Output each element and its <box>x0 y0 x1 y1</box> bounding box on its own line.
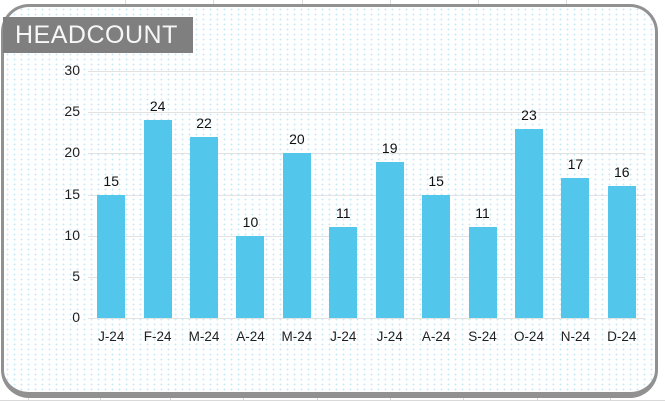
x-axis-tick-label: A-24 <box>421 329 451 344</box>
bar-value-label: 22 <box>196 114 212 131</box>
sheet-column-divider <box>390 0 391 4</box>
bar-value-label: 10 <box>242 213 259 230</box>
sheet-column-divider <box>170 398 171 401</box>
y-gridline <box>88 71 645 72</box>
sheet-column-divider <box>317 398 318 401</box>
y-axis-tick-label: 25 <box>64 103 80 120</box>
bar-value-label: 17 <box>567 156 584 173</box>
sheet-column-divider <box>537 398 538 401</box>
y-axis-tick-label: 5 <box>72 267 80 284</box>
bar-m-24[interactable] <box>190 136 219 318</box>
x-axis-tick-label: F-24 <box>143 329 172 344</box>
bar-f-24[interactable] <box>143 120 172 318</box>
y-axis-tick-label: 0 <box>72 309 80 325</box>
sheet-column-divider <box>243 398 244 401</box>
sheet-column-divider <box>610 398 611 401</box>
sheet-column-divider <box>213 0 214 4</box>
y-gridline <box>88 194 645 196</box>
bar-value-label: 19 <box>381 139 398 156</box>
sheet-column-divider <box>463 398 464 401</box>
x-axis-tick-label: S-24 <box>468 329 497 344</box>
bar-value-label: 11 <box>336 205 351 222</box>
sheet-column-divider <box>100 398 101 401</box>
bar-o-24[interactable] <box>514 128 543 318</box>
sheet-column-divider <box>125 0 126 4</box>
y-gridline <box>88 276 645 278</box>
bar-value-label: 16 <box>613 164 630 181</box>
sheet-column-divider <box>566 0 567 4</box>
bar-j-24[interactable] <box>375 161 404 318</box>
bar-j-24[interactable] <box>329 227 358 318</box>
bar-value-label: 15 <box>103 172 119 189</box>
bar-m-24[interactable] <box>282 153 311 318</box>
x-axis-tick-label: J-24 <box>330 329 357 344</box>
sheet-column-divider <box>302 0 303 4</box>
x-axis-tick-label: M-24 <box>281 329 313 344</box>
bar-a-24[interactable] <box>422 194 451 318</box>
y-axis-tick-label: 20 <box>64 144 80 161</box>
bar-value-label: 23 <box>521 106 537 123</box>
x-axis-tick-label: O-24 <box>513 329 544 344</box>
x-axis-tick-label: A-24 <box>236 329 265 344</box>
sheet-column-divider <box>28 398 29 401</box>
x-axis-tick-label: D-24 <box>607 329 637 344</box>
y-gridline <box>88 112 645 114</box>
y-axis-tick-label: 15 <box>64 185 80 202</box>
bar-a-24[interactable] <box>236 235 265 318</box>
chart-title: HEADCOUNT <box>3 17 193 53</box>
bar-d-24[interactable] <box>607 186 636 318</box>
y-gridline <box>88 235 645 237</box>
sheet-column-divider <box>390 398 391 401</box>
y-gridline <box>88 153 645 155</box>
x-axis-tick-label: J-24 <box>376 329 403 344</box>
y-gridline <box>88 318 645 319</box>
bar-value-label: 11 <box>475 205 490 222</box>
y-axis-tick-label: 30 <box>64 62 80 78</box>
x-axis-tick-label: J-24 <box>98 329 125 344</box>
x-axis-tick-label: N-24 <box>560 329 590 344</box>
bar-n-24[interactable] <box>561 178 590 318</box>
bar-value-label: 24 <box>149 98 166 115</box>
bar-value-label: 15 <box>428 172 444 189</box>
bar-value-label: 20 <box>289 131 305 148</box>
sheet-column-divider <box>478 0 479 4</box>
bar-s-24[interactable] <box>468 227 497 318</box>
y-axis-tick-label: 10 <box>64 226 80 243</box>
bar-j-24[interactable] <box>97 194 126 318</box>
x-axis-tick-label: M-24 <box>188 329 220 344</box>
